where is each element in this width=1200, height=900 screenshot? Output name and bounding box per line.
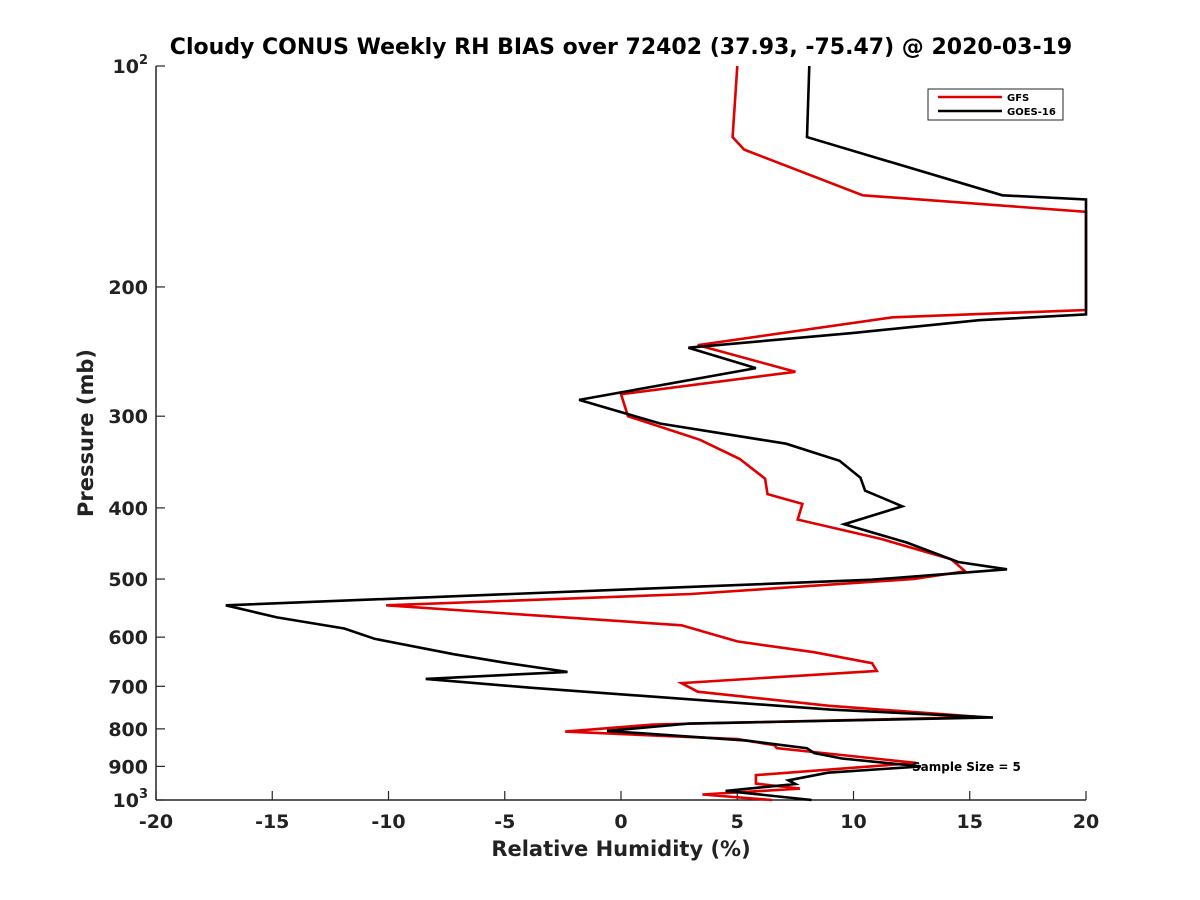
chart-title: Cloudy CONUS Weekly RH BIAS over 72402 (… bbox=[170, 35, 1072, 60]
legend-label-gfs: GFS bbox=[1007, 93, 1029, 104]
y-tick-label: 400 bbox=[108, 498, 148, 520]
x-tick-label: 15 bbox=[957, 811, 983, 833]
x-tick-label: -20 bbox=[139, 811, 173, 833]
y-tick-label: 300 bbox=[108, 406, 148, 428]
y-axis-label: Pressure (mb) bbox=[74, 349, 98, 517]
x-tick-label: -15 bbox=[255, 811, 289, 833]
x-tick-label: 20 bbox=[1073, 811, 1099, 833]
y-tick-label: 500 bbox=[108, 569, 148, 591]
y-tick-label: 600 bbox=[108, 627, 148, 649]
sample-size-annotation: Sample Size = 5 bbox=[912, 760, 1021, 774]
legend-box bbox=[927, 88, 1064, 121]
x-tick-label: 10 bbox=[840, 811, 866, 833]
x-tick-label: 5 bbox=[731, 811, 744, 833]
x-axis-label: Relative Humidity (%) bbox=[491, 837, 750, 861]
y-tick-label: 102 bbox=[113, 53, 149, 78]
y-tick-label: 700 bbox=[108, 676, 148, 698]
legend-label-goes-16: GOES-16 bbox=[1007, 107, 1056, 118]
y-axis-ticks: 102 200 300 400 500 600 700 800 900 103 bbox=[108, 53, 165, 812]
x-tick-label: -5 bbox=[494, 811, 515, 833]
series-line-goes-16 bbox=[225, 65, 1088, 802]
x-axis-ticks: -20 -15 -10 -5 0 5 10 15 20 bbox=[139, 791, 1099, 833]
series-lines bbox=[225, 65, 1088, 802]
y-tick-label: 103 bbox=[113, 787, 149, 812]
x-tick-label: 0 bbox=[614, 811, 627, 833]
y-tick-label: 200 bbox=[108, 277, 148, 299]
legend: GFS GOES-16 bbox=[927, 88, 1064, 121]
y-tick-label: 900 bbox=[108, 756, 148, 778]
x-tick-label: -10 bbox=[371, 811, 405, 833]
y-tick-label: 800 bbox=[108, 719, 148, 741]
